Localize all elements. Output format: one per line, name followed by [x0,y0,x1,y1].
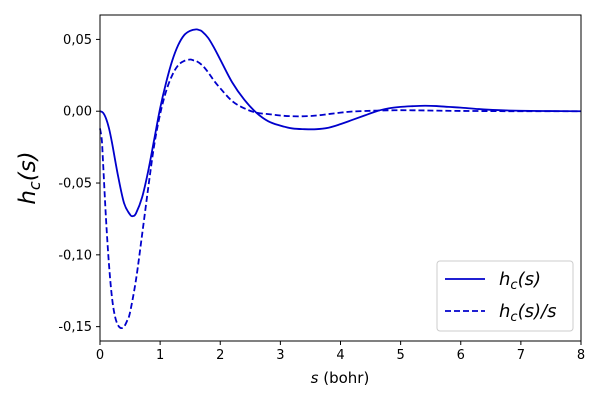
y-tick-label: 0,00 [63,105,92,120]
y-axis-label: hc(s) [15,151,44,204]
y-tick-label: -0,15 [58,320,92,335]
x-tick-label: 0 [96,348,104,363]
y-tick-label: -0,10 [58,248,92,263]
x-axis: 0 1 2 3 4 5 6 7 8 [96,341,585,363]
x-tick-label: 2 [216,348,224,363]
y-axis: 0,05 0,00 -0,05 -0,10 -0,15 [58,33,100,335]
x-tick-label: 7 [517,348,525,363]
series-line-hc [99,28,582,218]
legend: hc(s) hc(s)/s [436,260,574,332]
x-tick-label: 3 [276,348,284,363]
x-axis-label: s (bohr) [311,369,370,387]
x-tick-label: 6 [457,348,465,363]
lines-layer [99,28,582,330]
legend-label-hc: hc(s) [499,269,541,293]
y-tick-label: -0,05 [58,177,92,192]
series-line-hc-over-s [99,58,582,330]
y-axis-label-sub: c [25,181,44,190]
x-tick-label: 4 [336,348,344,363]
x-axis-label-unit: (bohr) [318,369,369,387]
y-tick-label: 0,05 [63,33,92,48]
x-axis-label-var: s [311,369,319,387]
y-axis-label-rest: (s) [15,151,41,181]
x-tick-label: 1 [156,348,164,363]
x-tick-label: 8 [577,348,585,363]
y-axis-label-base: h [15,190,41,205]
legend-label-hc-over-s: hc(s)/s [499,301,556,325]
x-tick-label: 5 [396,348,404,363]
